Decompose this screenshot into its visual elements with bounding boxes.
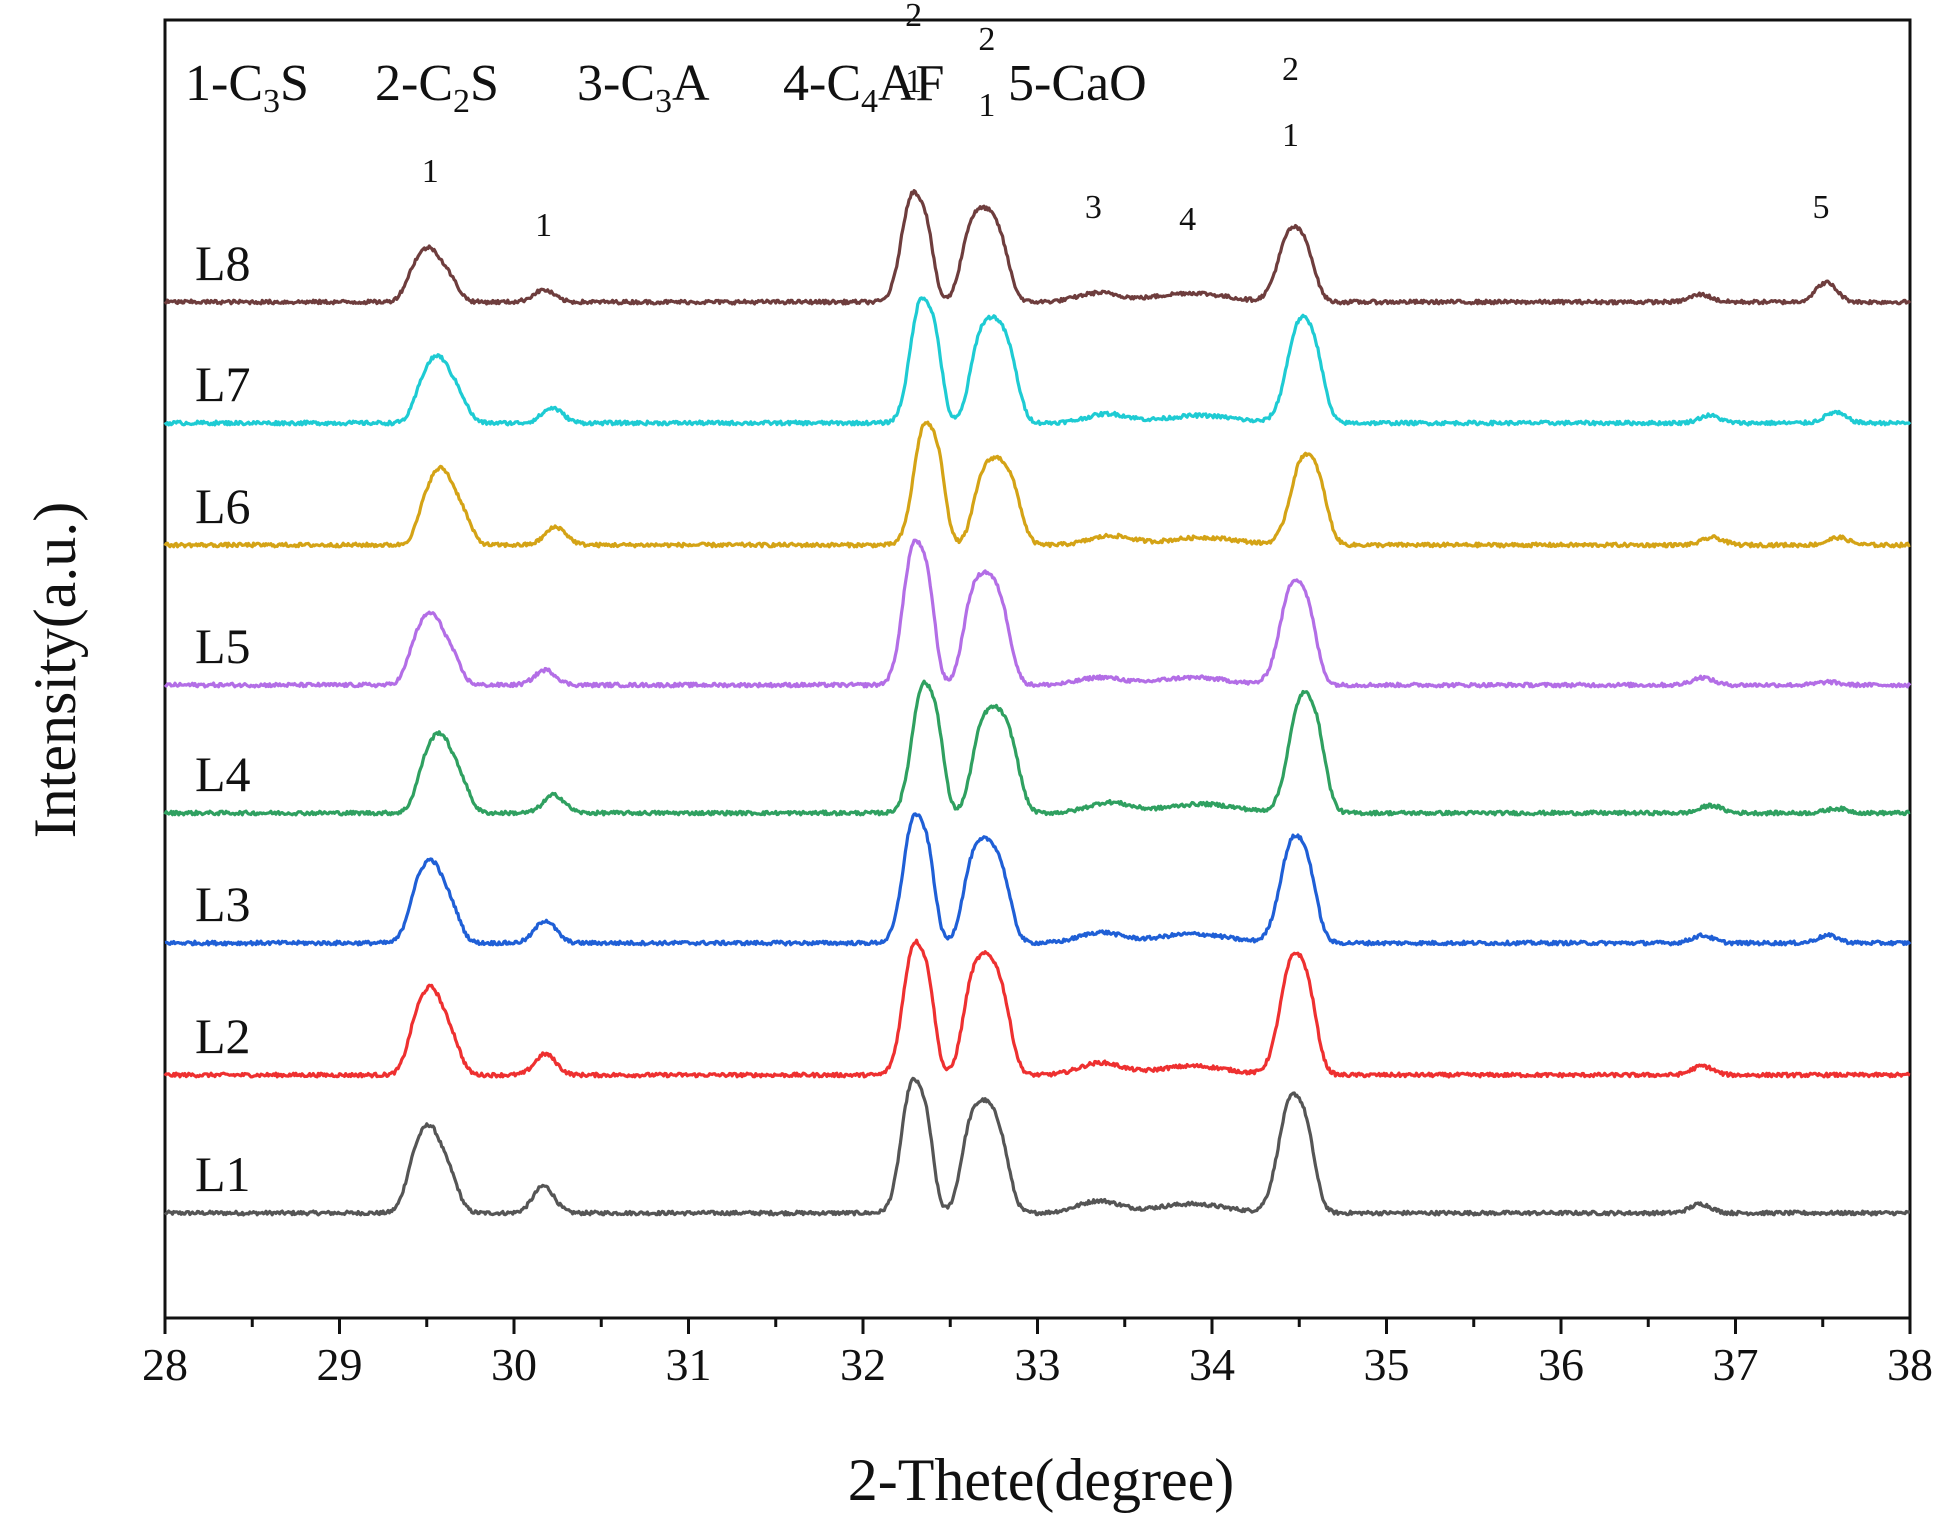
x-tick-label: 34 (1189, 1339, 1235, 1390)
x-tick-label: 37 (1713, 1339, 1759, 1390)
series-label-L5: L5 (195, 618, 251, 674)
legend-item: 1-C3S (185, 55, 309, 120)
series-label-L6: L6 (195, 478, 251, 534)
series-line-L3 (164, 812, 1912, 947)
series-line-L8 (163, 189, 1912, 306)
phase-legend: 1-C3S 2-C2S 3-C3A 4-C4AF 5-CaO (185, 55, 1147, 120)
peak-label: 5 (1813, 189, 1830, 226)
series-label-L4: L4 (195, 746, 251, 802)
x-axis-title: 2-Thete(degree) (848, 1447, 1234, 1513)
series-label-L7: L7 (195, 356, 251, 412)
y-axis-title: Intensity(a.u.) (22, 502, 88, 839)
peak-label: 1 (535, 207, 552, 244)
x-tick-label: 32 (840, 1339, 886, 1390)
x-tick-label: 29 (317, 1339, 363, 1390)
series-line-L6 (163, 420, 1911, 549)
peak-label: 2 (978, 21, 995, 58)
series-label-L3: L3 (195, 876, 251, 932)
legend-item: 5-CaO (1008, 55, 1147, 112)
series-group (163, 189, 1912, 1217)
series-line-L5 (163, 538, 1912, 689)
legend-item: 2-C2S (375, 55, 499, 120)
series-line-L7 (163, 296, 1912, 427)
peak-label: 1 (905, 63, 922, 100)
peak-labels: 1 1 1 2 1 2 3 4 1 2 5 (422, 0, 1830, 244)
x-tick-label: 31 (666, 1339, 712, 1390)
series-line-L4 (163, 679, 1911, 817)
x-tick-label: 38 (1887, 1339, 1933, 1390)
peak-label: 1 (978, 87, 995, 124)
series-label-L1: L1 (195, 1146, 251, 1202)
peak-label: 2 (905, 0, 922, 34)
x-tick-label: 36 (1538, 1339, 1584, 1390)
peak-label: 4 (1179, 201, 1196, 238)
series-line-L1 (163, 1076, 1911, 1217)
x-tick-label: 30 (491, 1339, 537, 1390)
peak-label: 2 (1282, 51, 1299, 88)
x-tick-label: 28 (142, 1339, 188, 1390)
series-line-L2 (163, 938, 1911, 1079)
legend-item: 4-C4AF (783, 55, 944, 120)
legend-item: 3-C3A (577, 55, 710, 120)
series-labels: L1 L2 L3 L4 L5 L6 L7 L8 (195, 235, 251, 1202)
peak-label: 3 (1085, 189, 1102, 226)
peak-label: 1 (422, 153, 439, 190)
series-label-L8: L8 (195, 235, 251, 291)
x-axis: 28 29 30 31 32 33 34 35 36 37 38 (142, 1318, 1933, 1390)
peak-label: 1 (1282, 117, 1299, 154)
x-tick-label: 33 (1015, 1339, 1061, 1390)
x-tick-label: 35 (1364, 1339, 1410, 1390)
series-label-L2: L2 (195, 1008, 251, 1064)
